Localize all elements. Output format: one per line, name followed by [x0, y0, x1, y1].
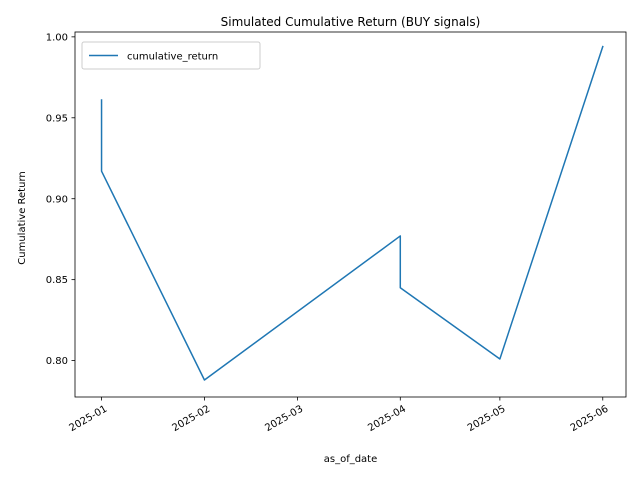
plot-area — [100, 45, 604, 381]
chart-title: Simulated Cumulative Return (BUY signals… — [221, 15, 481, 29]
x-tick-label: 2025-04 — [366, 404, 408, 434]
plot-frame — [74, 31, 627, 398]
legend: cumulative_return — [81, 41, 261, 70]
y-tick-label: 1.00 — [46, 32, 68, 43]
x-axis: 2025-01 2025-02 2025-03 2025-04 2025-05 2025-… — [68, 397, 611, 434]
x-axis-label: as_of_date — [324, 454, 378, 465]
x-tick-label: 2025-06 — [569, 404, 611, 434]
y-tick-label: 0.90 — [46, 194, 68, 205]
x-tick-label: 2025-01 — [68, 404, 110, 434]
y-tick-label: 0.85 — [46, 275, 68, 286]
y-tick-label: 0.95 — [46, 113, 68, 124]
series-line-cumulative_return — [100, 45, 604, 381]
y-axis: 0.80 0.85 0.90 0.95 1.00 — [46, 32, 75, 367]
x-tick-label: 2025-02 — [170, 404, 212, 434]
x-tick-label: 2025-03 — [263, 404, 305, 434]
legend-label: cumulative_return — [127, 52, 218, 63]
y-tick-label: 0.80 — [46, 356, 68, 367]
legend-box — [81, 41, 261, 70]
x-tick-label: 2025-05 — [466, 404, 508, 434]
y-axis-label: Cumulative Return — [17, 171, 28, 264]
